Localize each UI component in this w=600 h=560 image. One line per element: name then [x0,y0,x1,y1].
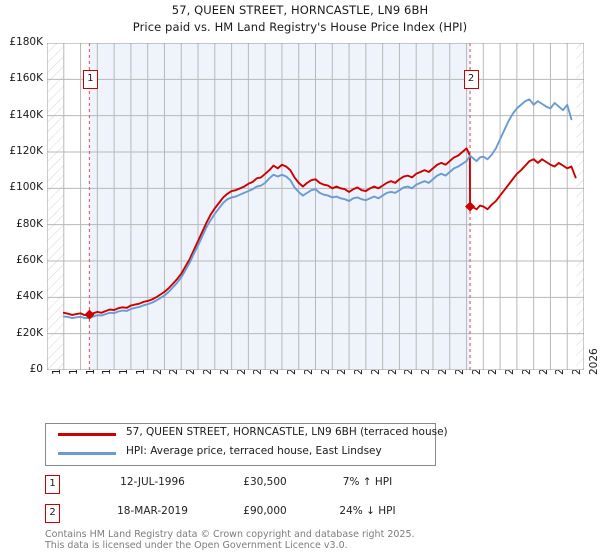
legend-swatch-hpi [58,452,116,455]
y-tick-5: £100K [9,181,43,194]
copyright-footer: Contains HM Land Registry data © Crown c… [45,529,415,551]
sale-price-1: £30,500 [243,476,287,488]
y-tick-9: £180K [9,36,43,48]
y-tick-7: £140K [9,108,43,121]
y-tick-4: £80K [16,217,43,230]
legend-label-hpi: HPI: Average price, terraced house, East… [126,445,382,457]
sale-hpi-delta-2: 24% ↓ HPI [339,505,396,517]
legend-label-price-paid: 57, QUEEN STREET, HORNCASTLE, LN9 6BH (t… [126,426,448,438]
x-tick-32: 2026 [588,348,600,375]
page-title: 57, QUEEN STREET, HORNCASTLE, LN9 6BH [171,3,429,17]
plot-badge-2: 2 [463,70,479,89]
plot-badge-1: 1 [82,70,98,89]
page-subtitle: Price paid vs. HM Land Registry's House … [132,20,468,34]
y-tick-2: £40K [16,290,43,303]
chart-legend: 57, QUEEN STREET, HORNCASTLE, LN9 6BH (t… [45,423,448,466]
y-tick-1: £20K [16,326,43,339]
legend-swatch-price-paid [58,433,116,436]
footer-line-2: This data is licensed under the Open Gov… [45,539,348,551]
sale-badge-2: 2 [45,504,60,523]
sale-hpi-delta-1: 7% ↑ HPI [342,476,393,488]
sale-price-2: £90,000 [243,505,287,517]
legend-item-hpi: HPI: Average price, terraced house, East… [46,444,435,464]
sale-date-2: 18-MAR-2019 [117,505,188,517]
sale-badge-1: 1 [45,475,60,494]
y-tick-0: £0 [29,363,43,375]
y-tick-6: £120K [9,145,43,157]
data-series-lines [62,98,577,319]
no-data-hatching [47,43,584,370]
ownership-shading [89,43,471,370]
sale-date-1: 12-JUL-1996 [120,476,185,488]
sale-row-1: 1 12-JUL-1996 £30,500 7% ↑ HPI [45,475,465,495]
sale-row-2: 2 18-MAR-2019 £90,000 24% ↓ HPI [45,504,465,524]
y-tick-3: £60K [16,254,43,266]
footer-line-1: Contains HM Land Registry data © Crown c… [45,529,415,540]
y-tick-8: £160K [9,72,43,85]
legend-item-price-paid: 57, QUEEN STREET, HORNCASTLE, LN9 6BH (t… [46,425,448,445]
sale-point-markers [84,201,476,320]
plot-svg [47,43,584,370]
